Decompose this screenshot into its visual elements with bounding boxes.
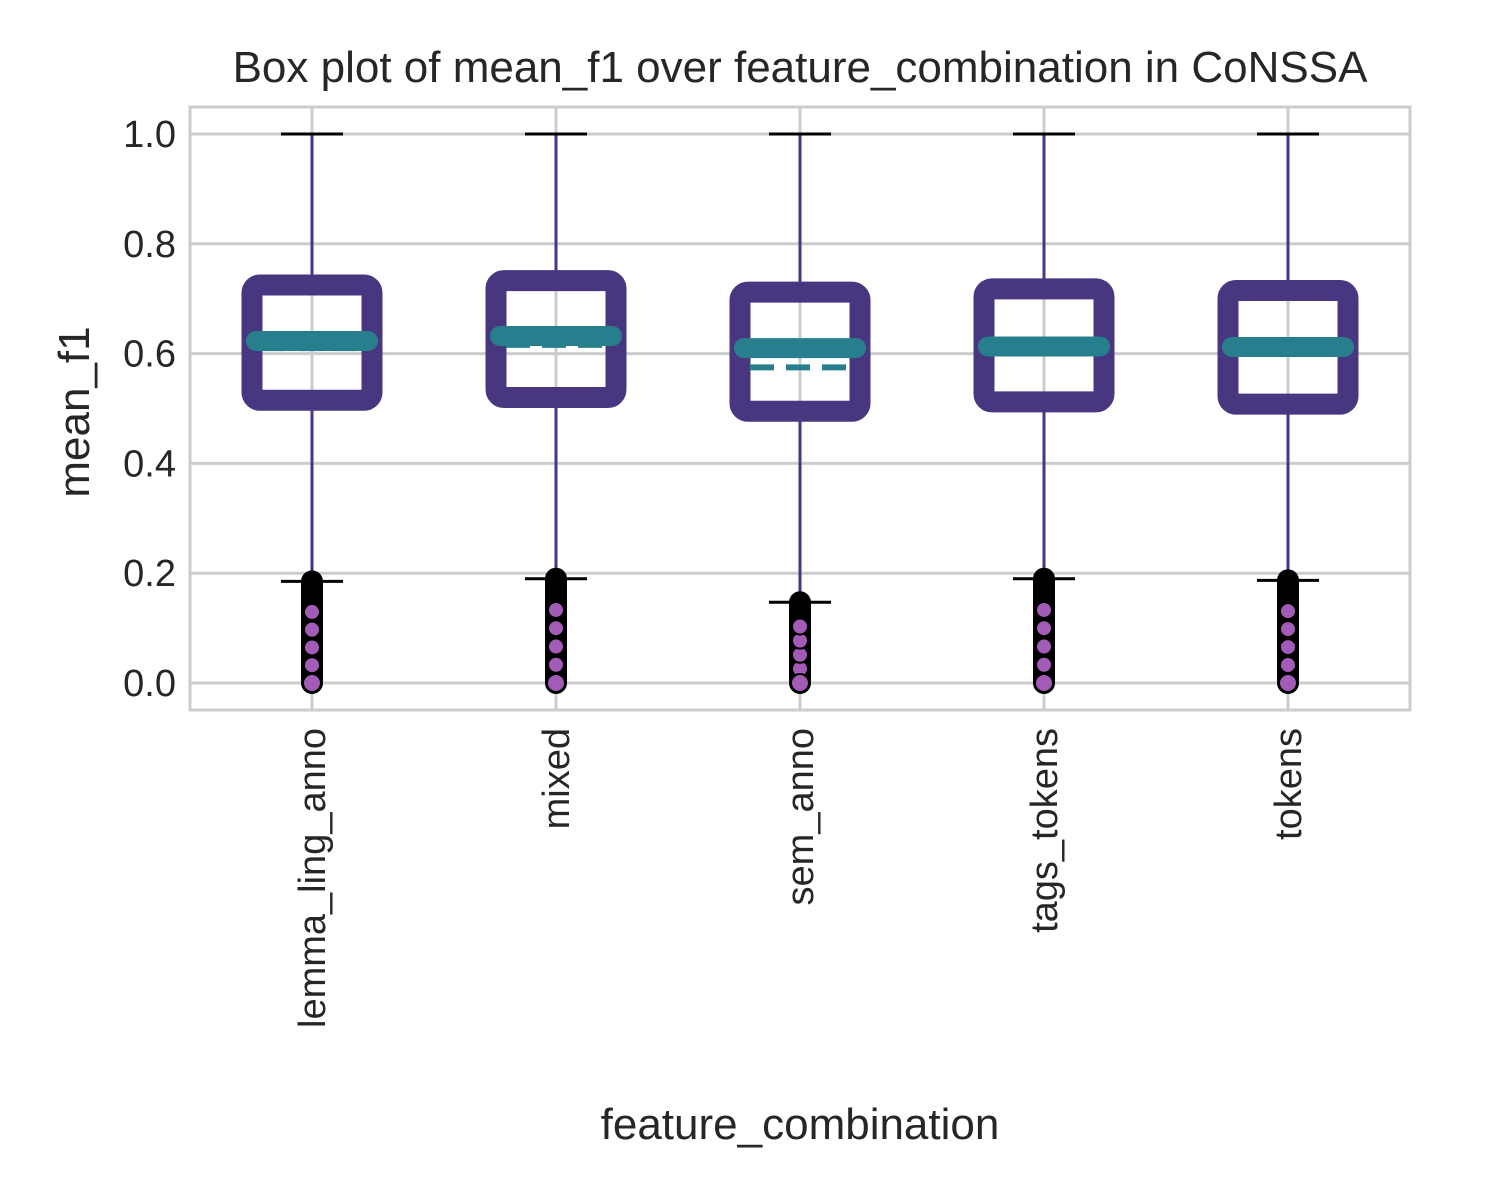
x-tick-label: lemma_ling_anno bbox=[292, 728, 334, 1028]
x-tick-label: sem_anno bbox=[780, 728, 822, 905]
x-axis-label: feature_combination bbox=[601, 1100, 1000, 1149]
outlier-point bbox=[1279, 656, 1297, 675]
x-tick-label: tokens bbox=[1268, 728, 1310, 840]
outlier-point bbox=[1035, 637, 1053, 656]
x-tick-label: mixed bbox=[536, 728, 578, 829]
outlier-point bbox=[1035, 619, 1053, 638]
outlier-point bbox=[302, 673, 322, 693]
chart-title: Box plot of mean_f1 over feature_combina… bbox=[233, 43, 1369, 92]
outlier-point bbox=[1279, 638, 1297, 657]
outlier-point bbox=[791, 617, 809, 636]
outlier-point bbox=[546, 673, 566, 693]
x-tick-label: tags_tokens bbox=[1024, 728, 1066, 933]
y-tick-label: 1.0 bbox=[123, 114, 176, 156]
outlier-point bbox=[547, 637, 565, 656]
plot-area: 0.0 0.2 0.4 0.6 0.8 1.0 lemma_ling_anno mixed se… bbox=[123, 105, 1412, 1028]
y-tick-label: 0.0 bbox=[123, 663, 176, 705]
outlier-point bbox=[547, 655, 565, 674]
outlier-point bbox=[1278, 673, 1298, 693]
outlier-point bbox=[1035, 655, 1053, 674]
y-tick-label: 0.4 bbox=[123, 443, 176, 485]
y-axis-label: mean_f1 bbox=[50, 326, 99, 497]
outlier-point bbox=[303, 638, 321, 657]
outlier-point bbox=[790, 673, 810, 693]
outlier-point bbox=[547, 619, 565, 638]
plot-frame bbox=[188, 105, 1412, 712]
outlier-point bbox=[547, 600, 565, 619]
outlier-point bbox=[1034, 673, 1054, 693]
outlier-point bbox=[303, 656, 321, 675]
y-tick-label: 0.6 bbox=[123, 334, 176, 376]
outlier-point bbox=[303, 602, 321, 621]
y-tick-label: 0.8 bbox=[123, 224, 176, 266]
outlier-point bbox=[303, 620, 321, 639]
y-tick-label: 0.2 bbox=[123, 553, 176, 595]
outlier-point bbox=[1279, 602, 1297, 621]
outlier-point bbox=[1035, 600, 1053, 619]
outlier-point bbox=[1279, 620, 1297, 639]
